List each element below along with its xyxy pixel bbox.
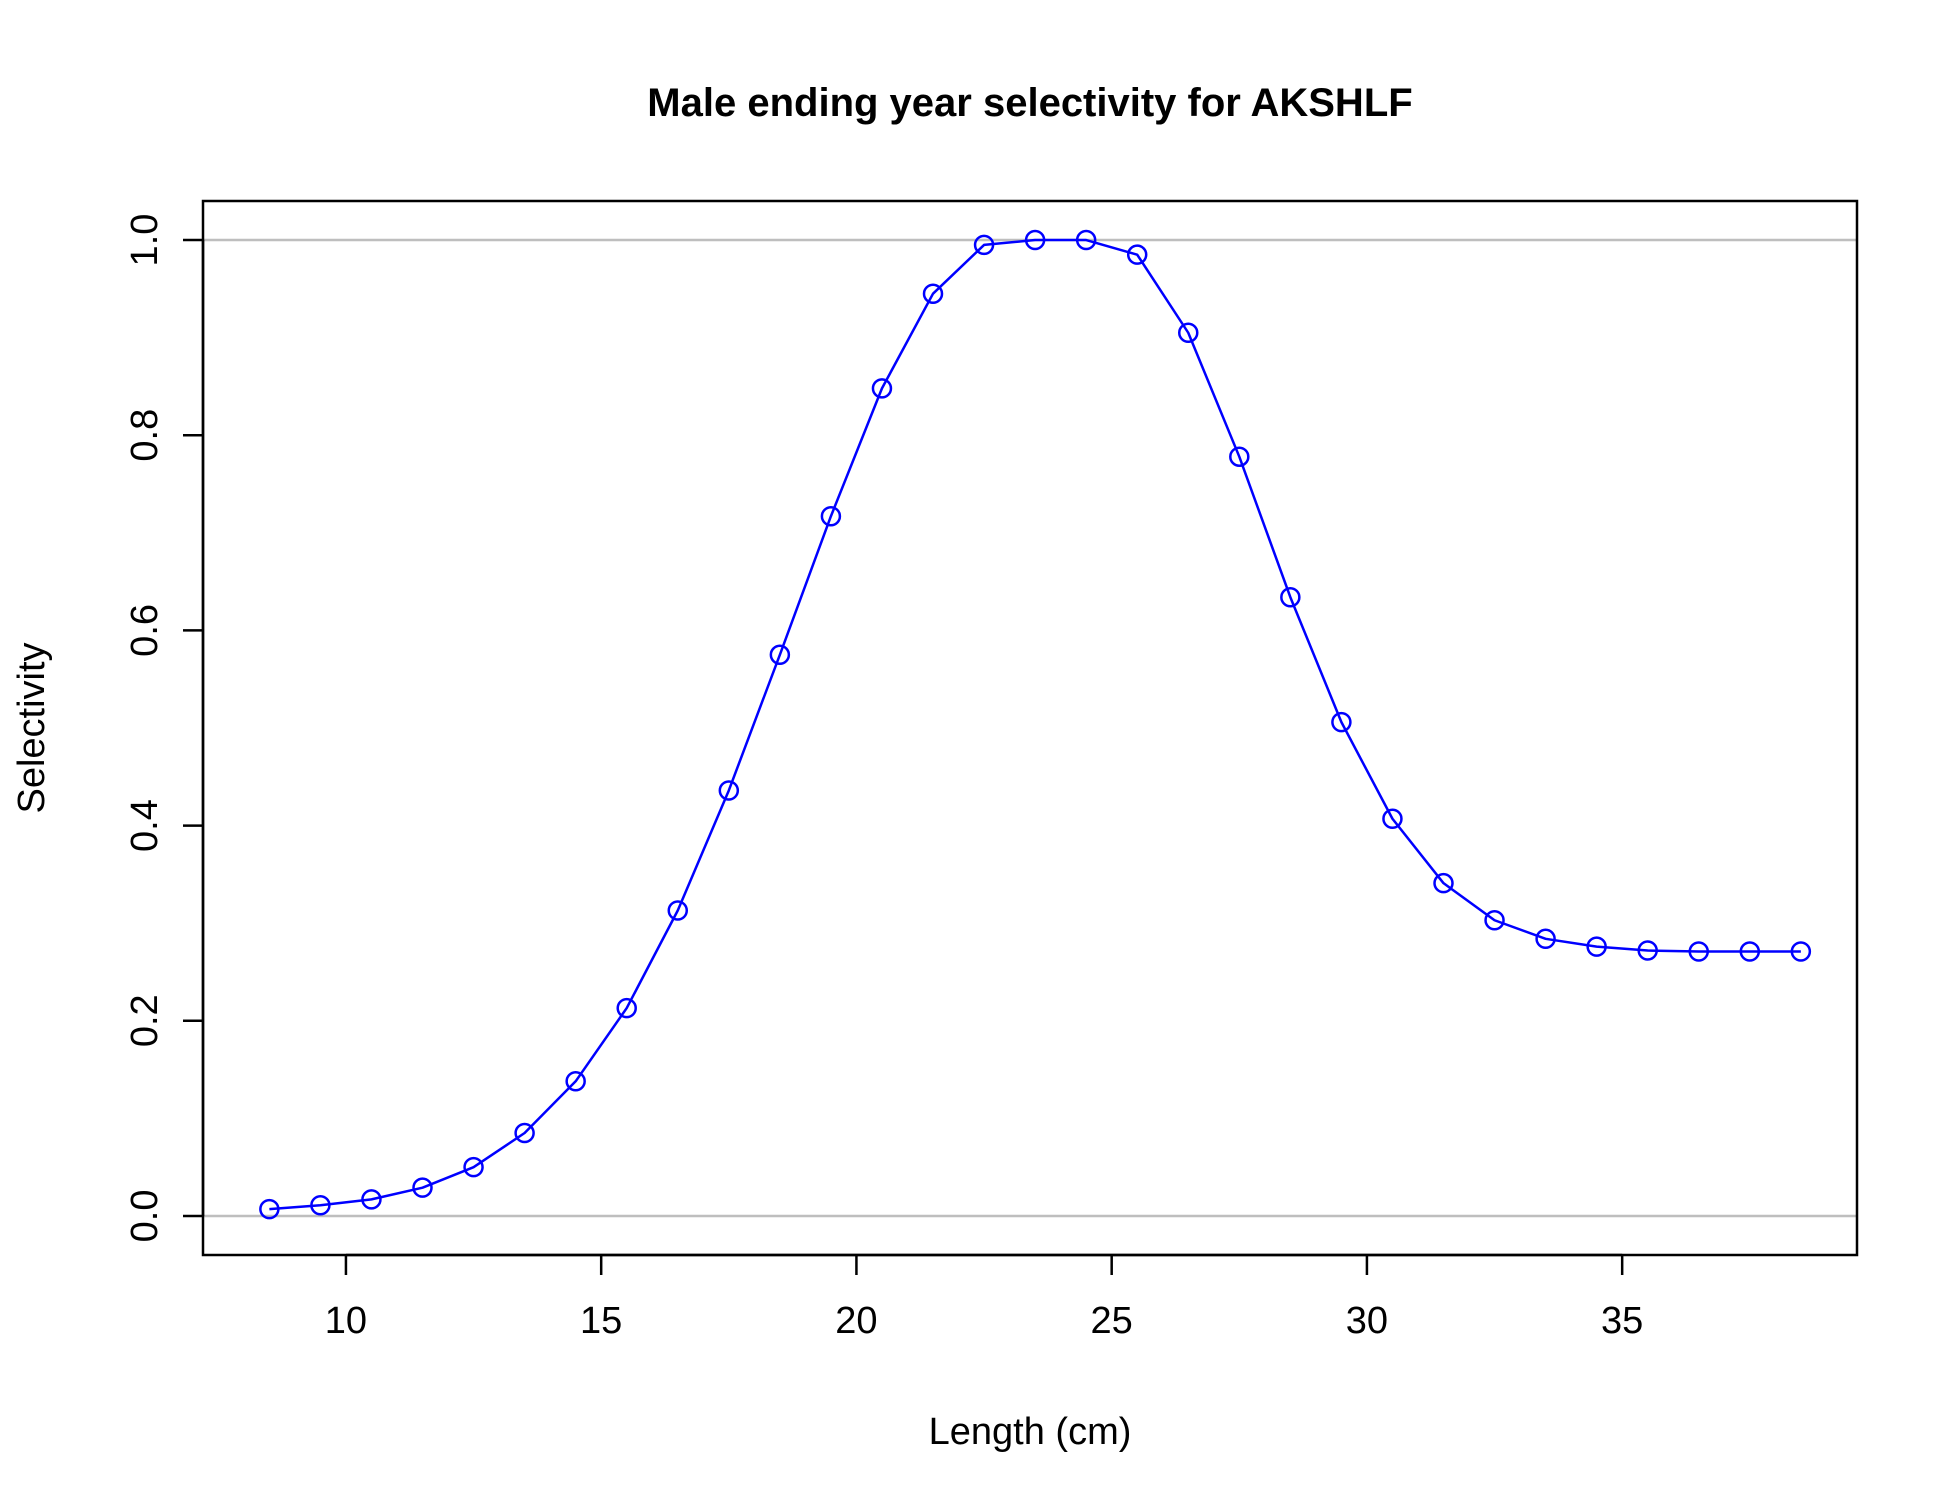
data-point [1331,711,1352,733]
y-tick-label: 0.0 [124,1190,166,1243]
data-point [1229,446,1250,467]
data-point [1280,586,1301,608]
data-point [1637,940,1658,961]
data-point [412,1177,433,1198]
y-tick-label: 0.8 [124,409,166,462]
data-point [1178,322,1199,343]
data-point [973,234,995,256]
data-point [922,283,944,304]
data-point [769,644,791,666]
data-point [1126,244,1148,265]
data-point [361,1189,382,1210]
x-tick-label: 10 [325,1300,367,1342]
data-point [718,780,740,801]
data-point [565,1071,586,1092]
data-point [463,1156,484,1178]
chart-title: Male ending year selectivity for AKSHLF [647,81,1412,125]
data-point [820,505,842,527]
x-tick-label: 25 [1091,1300,1133,1342]
x-tick-label: 20 [835,1300,877,1342]
y-tick-label: 1.0 [124,214,166,267]
x-tick-label: 35 [1601,1300,1643,1342]
y-tick-label: 0.2 [124,994,166,1047]
data-point [1739,941,1761,962]
data-point [1535,928,1556,950]
data-point [1075,229,1097,251]
x-tick-label: 15 [580,1300,622,1342]
x-tick-label: 30 [1346,1300,1388,1342]
y-tick-label: 0.4 [124,799,166,852]
data-point [1790,941,1812,962]
data-point [667,900,689,921]
plot-frame [201,199,1859,1257]
data-point [1433,872,1454,894]
data-point [1484,910,1505,931]
data-point [1586,936,1607,957]
data-point [259,1198,280,1220]
y-axis-label: Selectivity [11,642,53,813]
data-point [871,378,893,399]
y-tick-label: 0.6 [124,604,166,657]
series-line-0 [269,238,1801,1211]
data-point [514,1122,535,1144]
data-point [1024,229,1046,251]
data-point [310,1194,331,1216]
x-axis-label: Length (cm) [929,1411,1132,1453]
data-point [1688,941,1709,962]
data-point [1382,808,1403,830]
data-point [616,997,637,1019]
